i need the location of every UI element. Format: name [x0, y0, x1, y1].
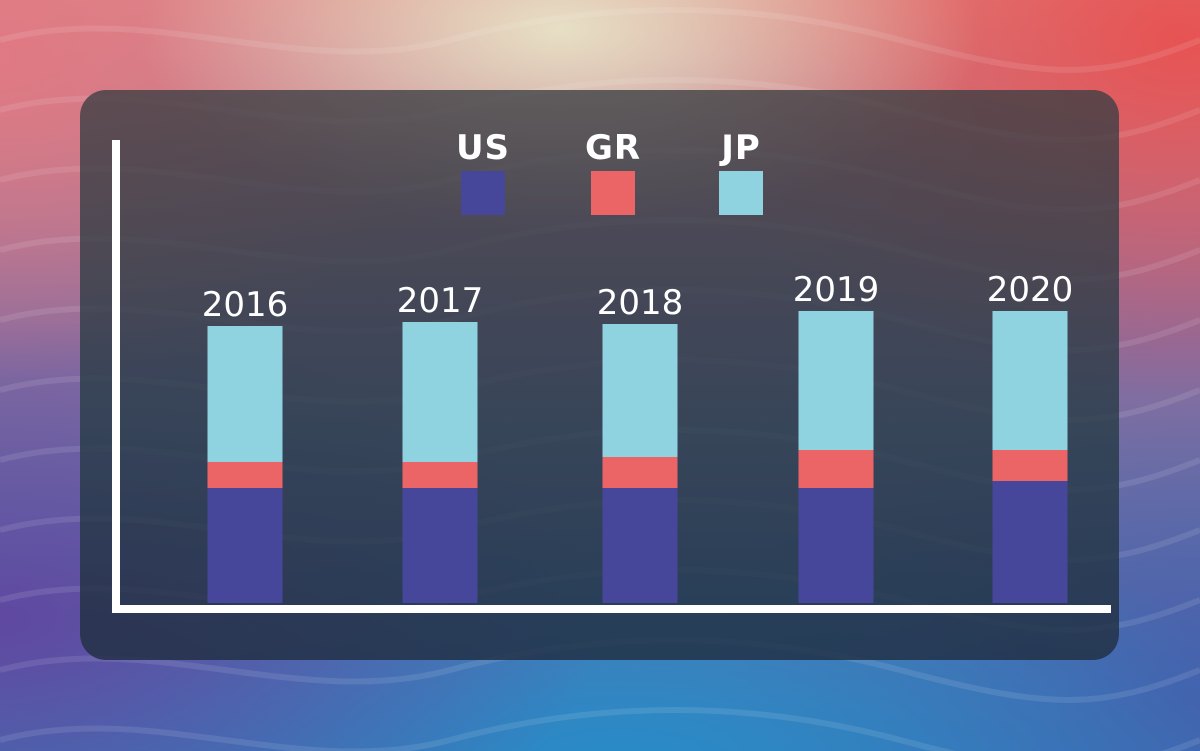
- bar-jp-2016: [207, 326, 283, 462]
- bar-us-2018: [602, 488, 678, 603]
- legend-label-jp: JP: [721, 128, 761, 168]
- category-label-2016: 2016: [202, 285, 289, 325]
- category-label-2019: 2019: [793, 270, 880, 310]
- category-label-2018: 2018: [597, 283, 684, 323]
- bar-us-2019: [798, 488, 874, 603]
- legend-label-gr: GR: [584, 128, 642, 168]
- bar-gr-2016: [207, 462, 283, 488]
- bar-jp-2018: [602, 324, 678, 457]
- legend-swatch-us: [461, 171, 505, 215]
- legend-label-us: US: [455, 128, 511, 168]
- bar-jp-2019: [798, 311, 874, 450]
- category-label-2017: 2017: [397, 281, 484, 321]
- bar-gr-2019: [798, 450, 874, 488]
- bar-jp-2020: [992, 311, 1068, 450]
- bar-jp-2017: [402, 322, 478, 462]
- bar-gr-2018: [602, 457, 678, 488]
- bar-us-2020: [992, 481, 1068, 603]
- bar-gr-2020: [992, 450, 1068, 481]
- bar-us-2017: [402, 488, 478, 603]
- legend-swatch-jp: [719, 171, 763, 215]
- bar-gr-2017: [402, 462, 478, 488]
- bar-us-2016: [207, 488, 283, 603]
- category-label-2020: 2020: [987, 270, 1074, 310]
- legend-swatch-gr: [591, 171, 635, 215]
